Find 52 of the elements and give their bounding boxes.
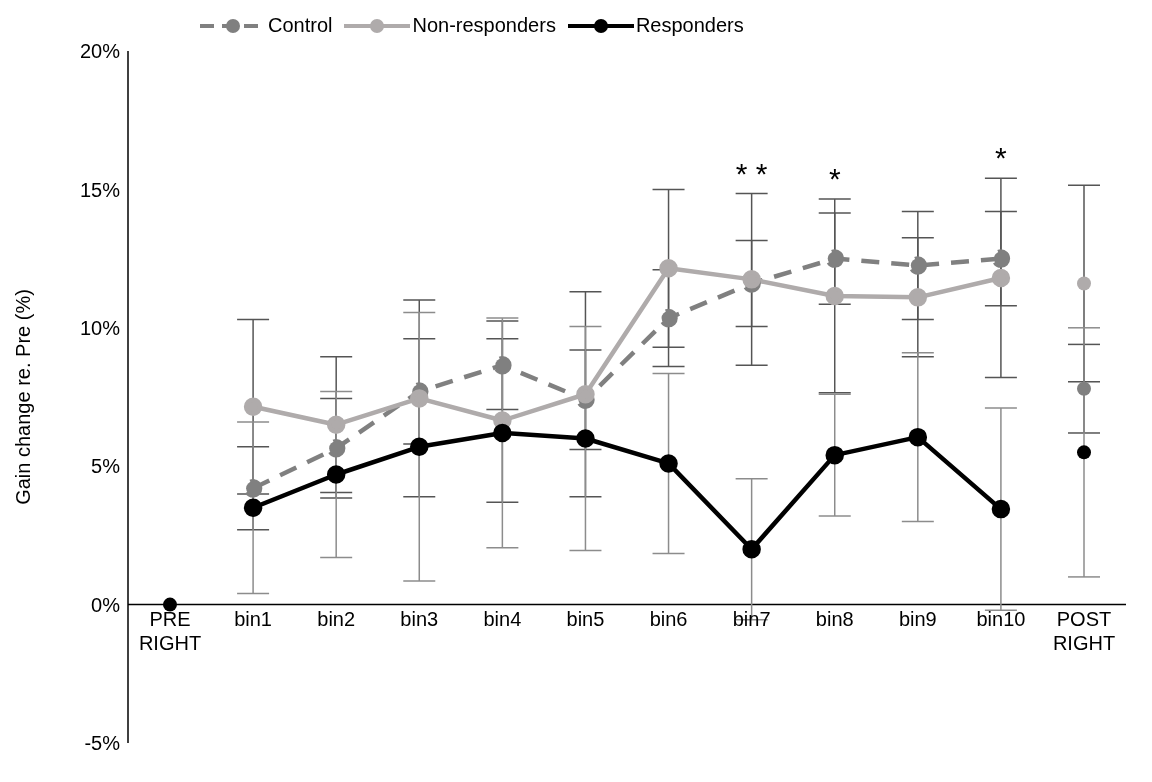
y-tick-label: 5% <box>91 455 121 478</box>
y-tick-label: 10% <box>79 316 121 339</box>
x-tick-label: bin2 <box>317 608 356 630</box>
point <box>493 355 512 375</box>
point <box>326 415 346 434</box>
x-tick-label: bin8 <box>815 608 854 630</box>
point <box>243 397 263 416</box>
x-tick-label: bin10 <box>976 608 1026 630</box>
point <box>576 384 595 404</box>
annotation: * * <box>735 156 768 190</box>
point <box>326 438 346 458</box>
x-tick-label: bin9 <box>898 608 937 630</box>
point <box>825 286 844 306</box>
point <box>410 389 429 408</box>
annotation: * <box>995 141 1008 175</box>
point <box>742 270 761 289</box>
point <box>326 465 346 484</box>
point <box>659 454 678 473</box>
legend-label: Responders <box>635 14 744 37</box>
x-tick-label: bin4 <box>483 608 522 630</box>
point <box>410 437 429 457</box>
point <box>991 268 1011 288</box>
y-tick-label: -5% <box>84 732 121 755</box>
point <box>243 479 263 498</box>
point <box>659 259 678 278</box>
x-tick-label: bin3 <box>400 608 439 630</box>
x-tick-label: bin7 <box>732 608 771 630</box>
legend-label: Control <box>268 14 333 37</box>
y-tick-label: 0% <box>91 593 121 616</box>
y-tick-label: 15% <box>79 178 121 201</box>
x-tick-label: POST RIGHT <box>1052 608 1116 654</box>
annotation: * <box>828 162 841 196</box>
point <box>908 256 928 275</box>
point <box>908 427 928 447</box>
point <box>825 249 844 268</box>
x-tick-label: bin1 <box>234 608 272 630</box>
x-tick-label: PRE RIGHT <box>138 608 202 654</box>
point <box>908 288 928 307</box>
point <box>991 249 1011 268</box>
point <box>243 498 263 517</box>
x-tick-label: bin5 <box>566 608 605 630</box>
point <box>659 308 678 328</box>
point <box>825 445 844 465</box>
point <box>163 597 177 612</box>
point <box>991 499 1011 519</box>
y-tick-label: 20% <box>79 40 121 63</box>
point <box>576 429 595 448</box>
x-tick-label: bin6 <box>649 608 688 630</box>
point <box>493 423 512 443</box>
legend-label: Non-responders <box>412 14 556 37</box>
point <box>742 539 761 559</box>
y-axis-title: Gain change re. Pre (%) <box>12 289 35 505</box>
